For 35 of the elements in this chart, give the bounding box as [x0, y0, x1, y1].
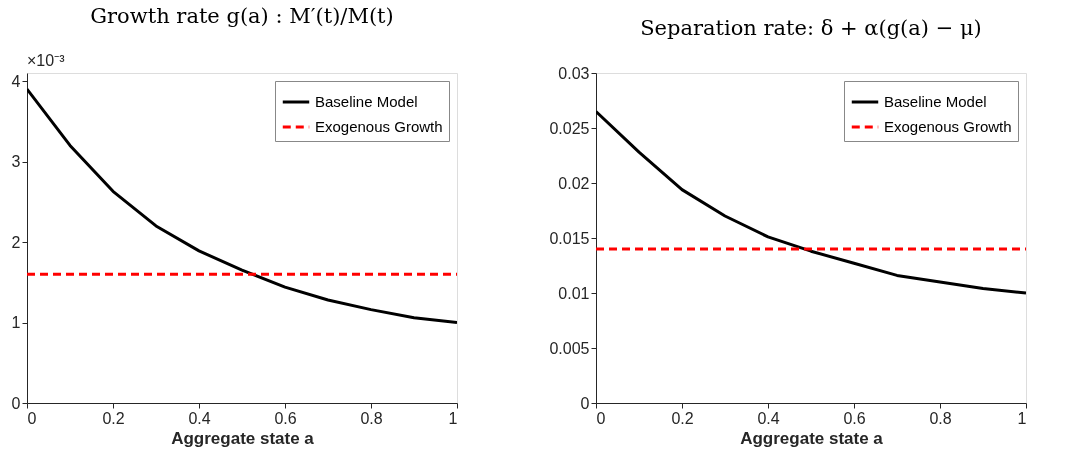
- x-tick-label: 1: [1017, 409, 1027, 427]
- text: ×10⁻³: [27, 52, 66, 69]
- y-tick-label: 0.02: [558, 174, 590, 192]
- y-tick-label: 2: [11, 233, 21, 251]
- legend-label: Baseline Model: [315, 93, 418, 110]
- x-axis-title: Aggregate state a: [171, 428, 315, 448]
- y-tick-label: 0.005: [549, 339, 590, 357]
- x-axis-title: Aggregate state a: [740, 428, 884, 448]
- y-tick-label: 0.015: [549, 229, 590, 247]
- line-series: [596, 110, 1026, 295]
- chart-title: Growth rate g(a) : M′(t)/M(t): [90, 4, 394, 28]
- x-tick-label: 0.2: [671, 409, 694, 427]
- x-tick-label: 0.8: [360, 409, 383, 427]
- x-tick-label: 0.8: [929, 409, 952, 427]
- y-tick-label: 0.01: [558, 284, 590, 302]
- x-tick-label: 0.6: [843, 409, 866, 427]
- y-tick-label: 1: [11, 314, 21, 332]
- x-tick-label: 0.4: [757, 409, 780, 427]
- x-tick-label: 0.4: [188, 409, 211, 427]
- y-tick-label: 0: [580, 394, 590, 412]
- x-tick-label: 0.6: [274, 409, 297, 427]
- x-tick-label: 1: [448, 409, 458, 427]
- x-tick-label: 0.2: [102, 409, 125, 427]
- y-tick-label: 0.025: [549, 119, 590, 137]
- y-tick-label: 0: [11, 394, 21, 412]
- x-tick-label: 0: [596, 409, 606, 427]
- line-series: [27, 87, 457, 325]
- legend-label: Exogenous Growth: [884, 118, 1012, 135]
- chart-title: Separation rate: δ + α(g(a) − μ): [640, 16, 982, 40]
- legend-label: Exogenous Growth: [315, 118, 443, 135]
- y-tick-label: 4: [11, 72, 21, 90]
- y-tick-label: 3: [11, 153, 21, 171]
- legend-label: Baseline Model: [884, 93, 987, 110]
- y-tick-label: 0.03: [558, 64, 590, 82]
- x-tick-label: 0: [27, 409, 37, 427]
